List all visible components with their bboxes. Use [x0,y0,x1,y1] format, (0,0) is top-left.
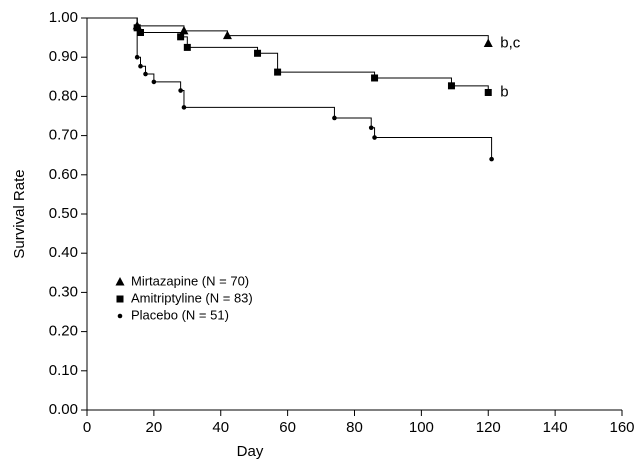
event-marker [177,33,185,41]
legend-label: Placebo (N = 51) [131,307,229,322]
event-marker [371,74,379,82]
event-marker [372,135,377,140]
event-marker [137,29,144,37]
event-marker [143,71,148,77]
event-marker [368,125,374,131]
y-tick-label: 0.00 [49,401,78,418]
y-tick-label: 0.90 [49,48,78,65]
event-marker [447,82,455,90]
event-marker [489,156,494,162]
event-marker [138,63,143,69]
x-tick-label: 160 [609,419,634,436]
event-marker [178,88,183,93]
x-tick-label: 120 [476,419,501,436]
event-marker [222,30,232,40]
y-tick-label: 0.50 [49,205,78,222]
y-tick-label: 1.00 [49,9,78,26]
event-marker [332,115,337,121]
event-marker [179,25,189,35]
y-tick-label: 0.80 [49,87,78,104]
y-tick-label: 0.60 [49,166,78,183]
survival-line [87,17,493,160]
survival-line [87,17,489,93]
legend-marker [115,277,125,286]
x-tick-label: 20 [146,419,163,436]
x-tick-label: 40 [212,419,229,436]
event-marker [484,88,492,96]
end-label: b,c [500,34,521,51]
legend-marker [117,313,123,319]
event-marker [274,68,282,76]
event-marker [254,49,262,57]
event-marker [183,43,191,51]
y-axis-label: Survival Rate [11,169,28,258]
y-tick-label: 0.70 [49,127,78,144]
survival-line [87,17,489,44]
legend-marker [116,295,124,303]
y-tick-label: 0.20 [49,323,78,340]
x-tick-label: 100 [409,419,434,436]
x-tick-label: 140 [543,419,568,436]
y-tick-label: 0.40 [49,244,78,261]
event-marker [151,79,157,85]
x-axis-label: Day [237,443,264,460]
end-label: b [500,83,508,100]
legend-label: Amitriptyline (N = 83) [131,290,253,305]
y-tick-label: 0.10 [49,362,78,379]
x-tick-label: 80 [346,419,363,436]
x-tick-label: 60 [279,419,296,436]
y-tick-label: 0.30 [49,283,78,300]
legend-label: Mirtazapine (N = 70) [131,273,249,288]
event-marker [483,38,493,47]
x-tick-label: 0 [83,419,91,436]
event-marker [181,105,187,110]
event-marker [134,54,140,60]
